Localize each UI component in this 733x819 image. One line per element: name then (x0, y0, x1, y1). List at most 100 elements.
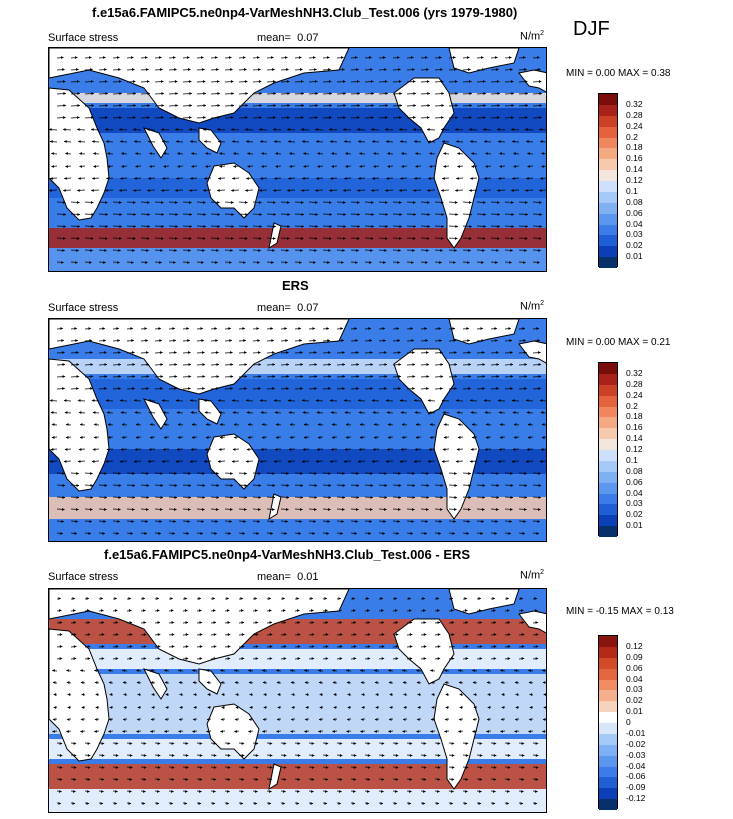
vector-arrowhead (455, 237, 458, 240)
vector-arrowhead (371, 116, 374, 119)
vector-arrowhead (157, 778, 161, 781)
vector-arrowhead (409, 790, 412, 793)
vector-arrowhead (90, 375, 94, 378)
vector-arrowhead (72, 597, 75, 600)
vector-arrowhead (498, 140, 501, 143)
vector-arrowhead (233, 423, 237, 426)
vector-arrowhead (441, 225, 444, 228)
vector-arrowhead (161, 225, 164, 228)
vector-arrowhead (369, 339, 372, 342)
colorbar-swatch (599, 439, 617, 450)
vector-arrowhead (174, 387, 177, 390)
vector-arrowhead (312, 327, 315, 330)
vector-arrowhead (177, 152, 180, 155)
vector-arrowhead (216, 68, 219, 71)
colorbar-level-label: 0.12 (626, 175, 643, 185)
vector-arrowhead (539, 92, 542, 95)
coastline (49, 589, 350, 665)
vector-arrowhead (497, 92, 500, 95)
vector-arrowhead (385, 225, 388, 228)
vector-arrowhead (216, 351, 219, 354)
vector-arrowhead (65, 436, 69, 439)
vector-arrowhead (199, 766, 203, 769)
vector-arrowhead (246, 411, 250, 414)
vector-arrowhead (95, 693, 99, 696)
vector-arrowhead (425, 261, 428, 264)
vector-arrowhead (61, 520, 64, 523)
vector-arrowhead (203, 201, 206, 204)
vector-arrowhead (454, 249, 457, 252)
vector-arrowhead (357, 116, 360, 119)
vector-arrowhead (256, 532, 259, 535)
vector-arrowhead (315, 189, 318, 192)
vector-arrowhead (297, 657, 301, 660)
vector-arrowhead (199, 609, 202, 612)
vector-arrowhead (304, 681, 308, 684)
vector-arrowhead (114, 597, 117, 600)
vector-arrowhead (399, 104, 402, 107)
vector-arrowhead (395, 621, 399, 624)
vector-arrowhead (275, 423, 279, 426)
vector-arrowhead (174, 508, 177, 511)
vector-arrowhead (357, 213, 360, 216)
vector-arrowhead (272, 375, 276, 378)
vector-arrowhead (244, 375, 248, 378)
vector-arrowhead (411, 339, 414, 342)
vector-arrowhead (270, 532, 273, 535)
vector-arrowhead (509, 261, 512, 264)
vector-arrowhead (254, 597, 257, 600)
vector-arrowhead (162, 448, 166, 451)
stress-band (49, 93, 546, 103)
vector-arrowhead (117, 520, 120, 523)
vector-arrowhead (217, 399, 221, 402)
vector-arrowhead (219, 165, 222, 168)
vector-arrowhead (173, 56, 176, 59)
vector-arrowhead (356, 249, 359, 252)
vector-arrowhead (157, 766, 161, 769)
vector-arrowhead (453, 520, 456, 523)
vector-arrowhead (269, 621, 273, 624)
vector-arrowhead (62, 363, 66, 366)
vector-arrowhead (459, 706, 463, 709)
vector-arrowhead (388, 669, 391, 672)
vector-arrowhead (381, 633, 385, 636)
vector-arrowhead (369, 520, 372, 523)
vector-arrowhead (482, 387, 485, 390)
vector-arrowhead (147, 213, 150, 216)
vector-arrowhead (367, 645, 371, 648)
vector-arrowhead (258, 68, 261, 71)
vector-arrowhead (234, 730, 237, 733)
vector-arrowhead (346, 681, 350, 684)
vector-arrowhead (441, 213, 444, 216)
vector-arrowhead (427, 225, 430, 228)
vector-arrowhead (52, 681, 56, 684)
vector-arrowhead (132, 249, 135, 252)
vector-arrowhead (343, 201, 346, 204)
vector-arrowhead (423, 742, 427, 745)
colorbar-swatch (599, 766, 617, 778)
vector-arrowhead (482, 80, 486, 83)
vector-arrowhead (479, 778, 483, 781)
vector-arrowhead (412, 484, 416, 487)
vector-arrowhead (185, 609, 188, 612)
vector-arrowhead (539, 225, 542, 228)
vector-arrowhead (346, 669, 349, 672)
vector-arrowhead (76, 484, 80, 487)
vector-arrowhead (77, 201, 80, 204)
vector-arrowhead (50, 177, 53, 180)
vector-arrowhead (64, 140, 67, 143)
vector-arrowhead (231, 92, 234, 95)
vector-arrowhead (427, 128, 430, 131)
vector-arrowhead (507, 609, 510, 612)
vector-arrowhead (148, 448, 152, 451)
vector-arrowhead (259, 213, 262, 216)
vector-arrowhead (472, 681, 476, 684)
vector-arrowhead (114, 802, 118, 805)
vector-arrowhead (157, 754, 161, 757)
vector-arrowhead (314, 508, 317, 511)
vector-arrowhead (515, 706, 519, 709)
vector-arrowhead (76, 249, 79, 252)
vector-arrowhead (189, 116, 192, 119)
colorbar-swatch (599, 363, 617, 374)
vector-arrowhead (482, 484, 486, 487)
